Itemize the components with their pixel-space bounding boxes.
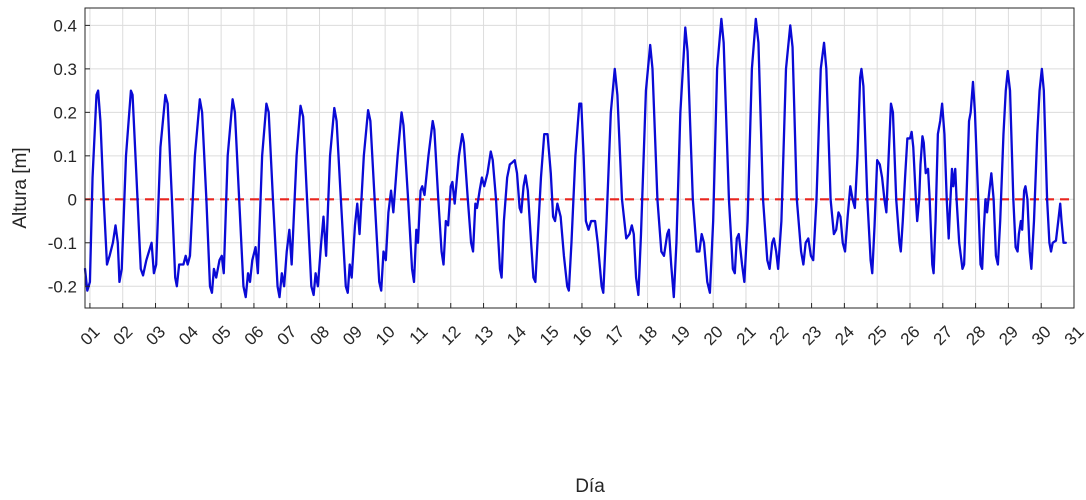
x-tick-label-24: 24 — [831, 322, 858, 349]
series-group — [83, 17, 1067, 299]
y-tick-label--0.1: -0.1 — [48, 234, 77, 253]
y-tick-label-0.1: 0.1 — [53, 147, 77, 166]
grid — [85, 8, 1075, 308]
x-tick-label-27: 27 — [930, 322, 957, 349]
x-tick-label-09: 09 — [339, 322, 366, 349]
x-tick-label-12: 12 — [438, 322, 465, 349]
x-tick-label-13: 13 — [470, 322, 497, 349]
x-tick-label-01: 01 — [77, 322, 104, 349]
x-tick-label-25: 25 — [864, 322, 891, 349]
x-tick-label-18: 18 — [634, 322, 661, 349]
x-tick-label-16: 16 — [569, 322, 596, 349]
x-tick-label-04: 04 — [175, 322, 202, 349]
x-tick-label-23: 23 — [798, 322, 825, 349]
x-tick-label-10: 10 — [372, 322, 399, 349]
x-tick-label-07: 07 — [274, 322, 301, 349]
y-tick-label-0.2: 0.2 — [53, 103, 77, 122]
x-tick-label-11: 11 — [406, 322, 432, 348]
x-tick-label-28: 28 — [962, 322, 989, 349]
x-tick-label-19: 19 — [667, 322, 694, 349]
y-tick-label--0.2: -0.2 — [48, 277, 77, 296]
y-tick-label-0.3: 0.3 — [53, 60, 77, 79]
x-tick-label-26: 26 — [897, 322, 924, 349]
plot-frame — [84, 7, 1075, 309]
x-tick-label-29: 29 — [995, 322, 1022, 349]
x-tick-label-31: 31 — [1061, 322, 1086, 349]
x-tick-label-06: 06 — [241, 322, 268, 349]
x-tick-label-22: 22 — [766, 322, 793, 349]
series-line-0 — [83, 17, 1067, 299]
y-axis-label: Altura [m] — [10, 147, 31, 228]
x-tick-label-03: 03 — [142, 322, 169, 349]
y-tick-label-0: 0 — [68, 190, 77, 209]
x-tick-label-05: 05 — [208, 322, 235, 349]
y-axis-ticks: -0.2 -0.1 0 0.1 0.2 0.3 0.4 — [48, 16, 90, 296]
x-tick-label-15: 15 — [536, 322, 563, 349]
plot-background — [85, 8, 1074, 308]
x-axis-ticks: 01 02 03 04 05 06 07 08 09 10 11 12 13 14 15 16 17 18 19 20… — [77, 303, 1086, 349]
x-tick-label-17: 17 — [602, 322, 629, 349]
x-tick-label-30: 30 — [1028, 322, 1055, 349]
x-tick-label-14: 14 — [503, 322, 530, 349]
x-tick-label-20: 20 — [700, 322, 727, 349]
y-tick-label-0.4: 0.4 — [53, 16, 77, 35]
x-axis-label: Día — [575, 476, 605, 497]
x-tick-label-21: 21 — [733, 322, 760, 349]
x-tick-label-08: 08 — [306, 322, 333, 349]
x-tick-label-02: 02 — [110, 322, 137, 349]
